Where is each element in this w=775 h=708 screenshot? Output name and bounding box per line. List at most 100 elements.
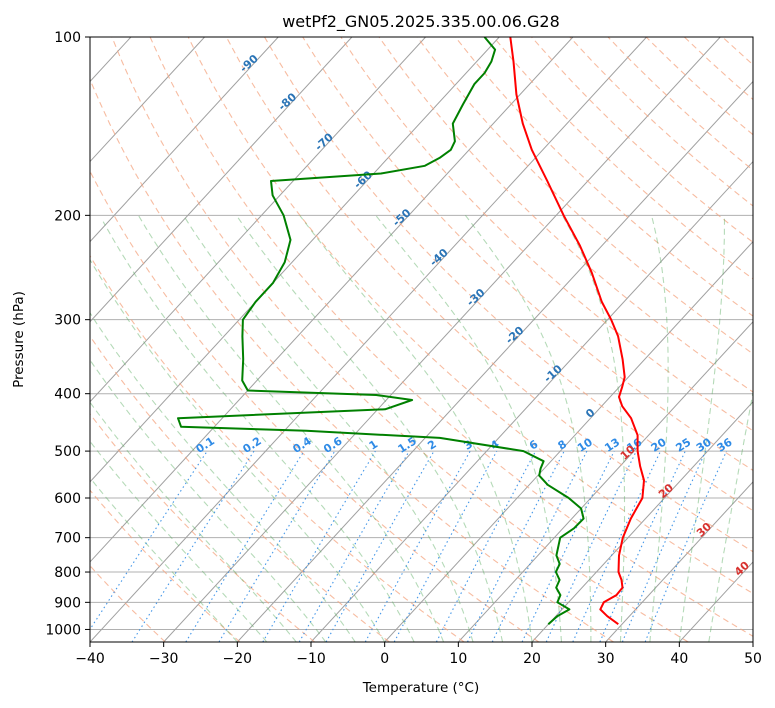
isotherm-label: -80 [276, 90, 300, 113]
dry-adiabat-line [187, 37, 753, 595]
isotherm-line [457, 320, 753, 642]
x-tick-label: −40 [75, 651, 105, 667]
dewpoint-profile-line [177, 37, 585, 625]
x-tick-label: 50 [744, 651, 762, 667]
isotherm-label: -90 [237, 52, 261, 75]
mixing-ratio-label: 6 [527, 437, 541, 452]
y-tick-label: 400 [54, 387, 81, 403]
mixing-ratio-line [491, 450, 588, 642]
plot-frame [89, 36, 754, 643]
mixing-ratio-label: 36 [715, 435, 735, 454]
x-axis-label: Temperature (°C) [362, 680, 480, 696]
isotherm-label: -70 [312, 130, 336, 153]
mixing-ratio-line [90, 450, 208, 631]
dry-adiabat-line [531, 37, 753, 243]
y-axis-ticks: 100 200 300 400 500 600 700 800 900 1000 [45, 30, 90, 638]
isotherm-label: -10 [541, 362, 565, 385]
mixing-ratio-line [262, 450, 376, 642]
isotherm-label: -50 [390, 206, 414, 229]
profile-series [177, 37, 645, 626]
moist-adiabat-line [90, 440, 268, 642]
isotherm-label: 30 [694, 520, 714, 540]
dry-adiabat-line [90, 170, 540, 642]
mixing-ratio-label: 0.1 [194, 434, 217, 456]
mixing-ratio-label: 8 [556, 438, 570, 453]
moist-adiabat-line [90, 258, 386, 642]
moist-adiabat-line [375, 214, 563, 642]
isotherm-label: -30 [464, 286, 488, 309]
x-tick-label: −10 [296, 651, 326, 667]
dry-adiabat-line [264, 37, 753, 512]
y-tick-label: 200 [54, 208, 81, 224]
dry-adiabat-line [90, 77, 614, 642]
mixing-ratio-line [521, 450, 615, 642]
mixing-ratio-line [364, 450, 471, 642]
mixing-ratio-label: 2 [425, 438, 439, 453]
mixing-ratio-line [572, 450, 662, 642]
x-tick-label: 20 [523, 651, 541, 667]
x-tick-label: −30 [149, 651, 179, 667]
mixing-ratio-line [393, 450, 498, 642]
mixing-ratio-line [131, 450, 255, 642]
mixing-ratio-line [298, 450, 410, 642]
isotherm-line [90, 37, 500, 483]
moist-adiabat-line [678, 215, 726, 642]
y-tick-label: 600 [54, 491, 81, 507]
mixing-ratio-label: 1 [367, 438, 381, 453]
isotherm-line [163, 37, 721, 642]
moist-adiabat-line [137, 215, 445, 642]
moist-adiabat-line [708, 389, 753, 642]
mixing-ratio-line [467, 450, 565, 642]
mixing-ratio-label: 1.5 [396, 434, 419, 456]
x-tick-label: −20 [223, 651, 253, 667]
isotherm-line [90, 37, 353, 323]
chart-title: wetPf2_GN05.2025.335.00.06.G28 [282, 12, 560, 32]
y-tick-label: 1000 [45, 622, 81, 638]
y-tick-label: 500 [54, 444, 81, 460]
dry-adiabat-line [722, 37, 753, 66]
y-axis-label: Pressure (hPa) [11, 291, 27, 388]
moist-adiabat-line [90, 476, 238, 642]
dry-adiabat-line [683, 37, 753, 101]
isotherm-line [0, 37, 57, 642]
dry-adiabat-line [302, 37, 753, 472]
dry-adiabat-line [90, 489, 241, 642]
dry-adiabat-line [761, 37, 775, 642]
isotherm-line [90, 37, 574, 563]
dry-adiabat-line [90, 254, 465, 642]
isotherm-line [310, 160, 753, 642]
mixing-ratio-line [435, 450, 537, 642]
isotherm-line [752, 641, 753, 642]
isotherm-line [90, 37, 205, 163]
moist-adiabat-line [90, 401, 297, 642]
isotherm-line [90, 37, 647, 642]
x-axis-ticks: −40 −30 −20 −10 0 10 20 30 40 50 [75, 642, 762, 667]
dry-adiabat-line [225, 37, 753, 553]
mixing-ratio-line [185, 450, 305, 642]
isotherm-label: -40 [427, 246, 451, 269]
y-tick-label: 300 [54, 313, 81, 329]
isotherm-line [90, 37, 426, 403]
y-tick-label: 800 [54, 565, 81, 581]
isotherm-line [90, 37, 279, 243]
x-tick-label: 10 [449, 651, 467, 667]
isotherm-line [678, 561, 753, 642]
mixing-ratio-label: 30 [694, 435, 714, 454]
dry-adiabat-line [90, 565, 166, 642]
moist-adiabat-line [102, 221, 415, 642]
dry-adiabat-line [378, 37, 753, 393]
y-tick-label: 700 [54, 531, 81, 547]
x-tick-label: 0 [380, 651, 389, 667]
dry-adiabat-line [416, 37, 753, 355]
mixing-ratio-line [218, 450, 336, 642]
y-tick-label: 100 [54, 30, 81, 46]
mixing-ratio-line [644, 450, 728, 642]
moist-adiabat-line [90, 311, 356, 642]
x-tick-label: 30 [597, 651, 615, 667]
dry-adiabat-line [90, 335, 390, 642]
temperature-profile-line [509, 37, 645, 626]
isotherm-line [236, 80, 753, 642]
moist-adiabat-line [561, 215, 626, 642]
mixing-ratio-label: 3 [462, 438, 476, 453]
